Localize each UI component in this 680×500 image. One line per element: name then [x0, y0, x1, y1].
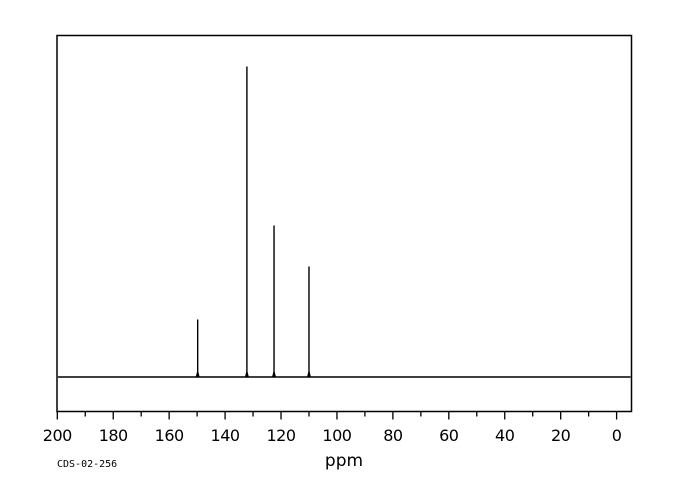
x-axis-ticks: [56, 411, 618, 420]
x-axis-tick-label: 200: [42, 426, 73, 445]
x-axis-tick-label: 140: [210, 426, 241, 445]
peak-base-flare: [306, 372, 311, 377]
peak-base-flare: [195, 372, 200, 377]
peak-base-flare: [272, 372, 277, 377]
peak-base-flare: [244, 372, 249, 377]
x-axis-tick-label: 100: [322, 426, 352, 445]
x-axis-tick-label: 0: [611, 426, 622, 445]
sample-id-label: CDS-02-256: [57, 459, 118, 470]
x-axis-tick-label: 120: [266, 426, 296, 445]
x-axis-tick-label: 180: [98, 426, 129, 445]
spectrum-trace: [58, 66, 631, 378]
x-axis-tick-label: 40: [495, 426, 515, 445]
x-axis-tick-label: 160: [154, 426, 185, 445]
x-axis-title: ppm: [324, 451, 364, 471]
x-axis-tick-label: 60: [439, 426, 459, 445]
x-axis-tick-label: 80: [383, 426, 403, 445]
x-axis-tick-label: 20: [550, 426, 571, 445]
spectrum-line: [58, 66, 631, 378]
plot-frame: [56, 34, 633, 413]
